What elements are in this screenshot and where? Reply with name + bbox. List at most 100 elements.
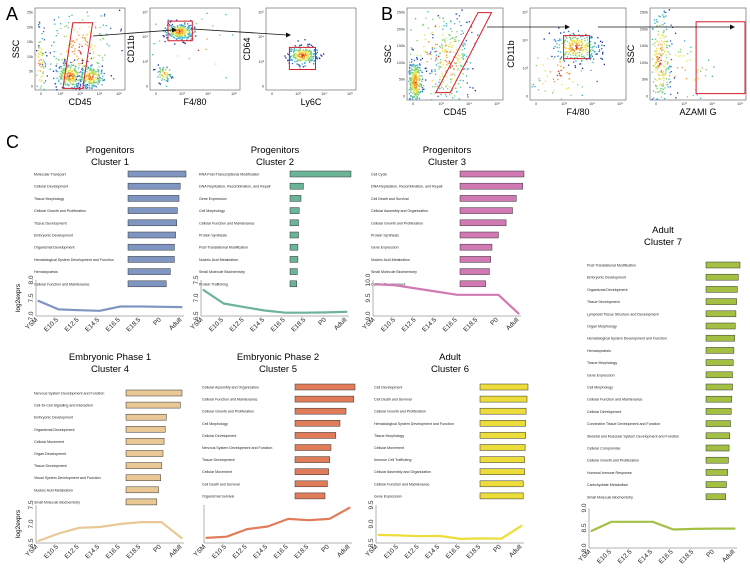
flow-ylabel: SSC <box>11 39 21 58</box>
flow-event-dot <box>410 91 412 93</box>
flow-event-dot <box>586 46 588 48</box>
enrichment-bar <box>479 480 524 488</box>
enrichment-term-label: Organismal Survival <box>202 494 234 498</box>
line-chart-xtick-label: E10.5 <box>383 543 400 560</box>
flow-event-dot <box>187 32 190 35</box>
flow-event-dot <box>576 52 578 54</box>
line-chart-xtick-label: E14.5 <box>421 316 438 333</box>
expression-point <box>377 534 379 536</box>
flow-event-dot <box>102 75 104 78</box>
flow-event-dot <box>101 65 103 67</box>
flow-event-dot <box>413 63 415 65</box>
enrichment-term-label: Cellular Assembly and Organization <box>202 386 259 390</box>
flow-event-dot <box>182 34 184 36</box>
flow-event-dot <box>569 73 571 75</box>
flow-event-dot <box>78 34 80 36</box>
flow-event-dot <box>663 80 665 82</box>
flow-event-dot <box>425 51 427 53</box>
flow-event-dot <box>665 15 667 17</box>
flow-event-dot <box>71 76 73 78</box>
flow-event-dot <box>544 70 546 72</box>
enrichment-term-label: Cellular Function and Maintenance <box>374 482 430 486</box>
flow-event-dot <box>55 35 57 37</box>
line-chart-xtick-label: E14.5 <box>84 316 101 333</box>
flow-event-dot <box>651 58 654 60</box>
flow-event-dot <box>178 32 180 34</box>
flow-event-dot <box>673 77 676 79</box>
enrichment-term-label: Hematopoiesis <box>34 270 58 274</box>
flow-event-dot <box>169 25 171 27</box>
expression-line <box>37 521 183 543</box>
flow-event-dot <box>306 52 308 54</box>
flow-event-dot <box>419 67 421 69</box>
expression-point <box>480 537 482 540</box>
flow-event-dot <box>441 45 443 47</box>
flow-event-dot <box>669 45 671 47</box>
flow-event-dot <box>570 46 572 49</box>
flow-event-dot <box>93 57 95 59</box>
enrichment-term-label: Gene Expression <box>199 197 227 201</box>
flow-event-dot <box>652 90 655 92</box>
flow-event-dot <box>302 56 304 58</box>
flow-event-dot <box>304 39 306 41</box>
flow-event-dot <box>417 85 419 87</box>
flow-event-dot <box>38 60 40 62</box>
flow-event-dot <box>72 78 74 80</box>
flow-event-dot <box>92 74 94 76</box>
flow-event-dot <box>75 78 78 80</box>
flow-event-dot <box>311 52 313 54</box>
flow-event-dot <box>576 44 578 46</box>
flow-event-dot <box>163 35 165 38</box>
flow-event-dot <box>666 78 668 80</box>
flow-event-dot <box>41 64 44 66</box>
flow-event-dot <box>61 72 63 75</box>
flow-event-dot <box>425 70 428 72</box>
flow-event-dot <box>467 94 469 96</box>
enrichment-term-label: Cellular Function and Maintenance <box>202 398 258 402</box>
flow-event-dot <box>427 11 429 13</box>
flow-event-dot <box>56 30 58 32</box>
enrichment-term-label: Humoral Immune Response <box>587 471 632 475</box>
flow-event-dot <box>658 60 660 62</box>
flow-event-dot <box>416 56 418 59</box>
flow-event-dot <box>89 69 91 71</box>
flow-event-dot <box>101 69 103 71</box>
expression-point <box>631 521 633 523</box>
flow-event-dot <box>308 55 310 57</box>
flow-event-dot <box>655 91 657 93</box>
flow-event-dot <box>287 53 289 55</box>
flow-event-dot <box>39 22 41 24</box>
flow-plot-frame <box>649 7 747 101</box>
enrichment-term-label: Embryonic Development <box>587 276 626 280</box>
flow-event-dot <box>312 57 314 59</box>
flow-event-dot <box>93 80 96 82</box>
flow-event-dot <box>581 38 583 41</box>
flow-event-dot <box>38 62 40 64</box>
flow-event-dot <box>576 56 578 58</box>
line-chart-ytick-label: 9.5 <box>365 293 372 302</box>
flow-event-dot <box>581 44 583 46</box>
flow-event-dot <box>557 70 560 72</box>
flow-event-dot <box>458 40 460 42</box>
flow-event-dot <box>439 66 442 68</box>
flow-event-dot <box>581 56 583 58</box>
flow-event-dot <box>572 50 575 52</box>
flow-event-dot <box>40 85 42 87</box>
flow-event-dot <box>445 44 447 46</box>
flow-event-dot <box>97 80 100 82</box>
flow-event-dot <box>442 75 444 77</box>
flow-event-dot <box>98 73 100 75</box>
flow-event-dot <box>409 79 412 81</box>
flow-event-dot <box>183 35 185 37</box>
expression-point <box>223 302 225 305</box>
enrichment-term-label: DNA Replication, Recombination, and Repa… <box>371 185 444 189</box>
flow-event-dot <box>64 83 66 85</box>
flow-event-dot <box>300 50 302 52</box>
flow-event-dot <box>68 75 70 78</box>
flow-event-dot <box>661 92 663 94</box>
enrichment-term-label: Cell Morphology <box>199 209 225 213</box>
flow-event-dot <box>71 73 73 75</box>
flow-event-dot <box>559 39 561 41</box>
flow-event-dot <box>590 36 592 38</box>
line-chart-xtick-label: E12.5 <box>404 543 421 560</box>
